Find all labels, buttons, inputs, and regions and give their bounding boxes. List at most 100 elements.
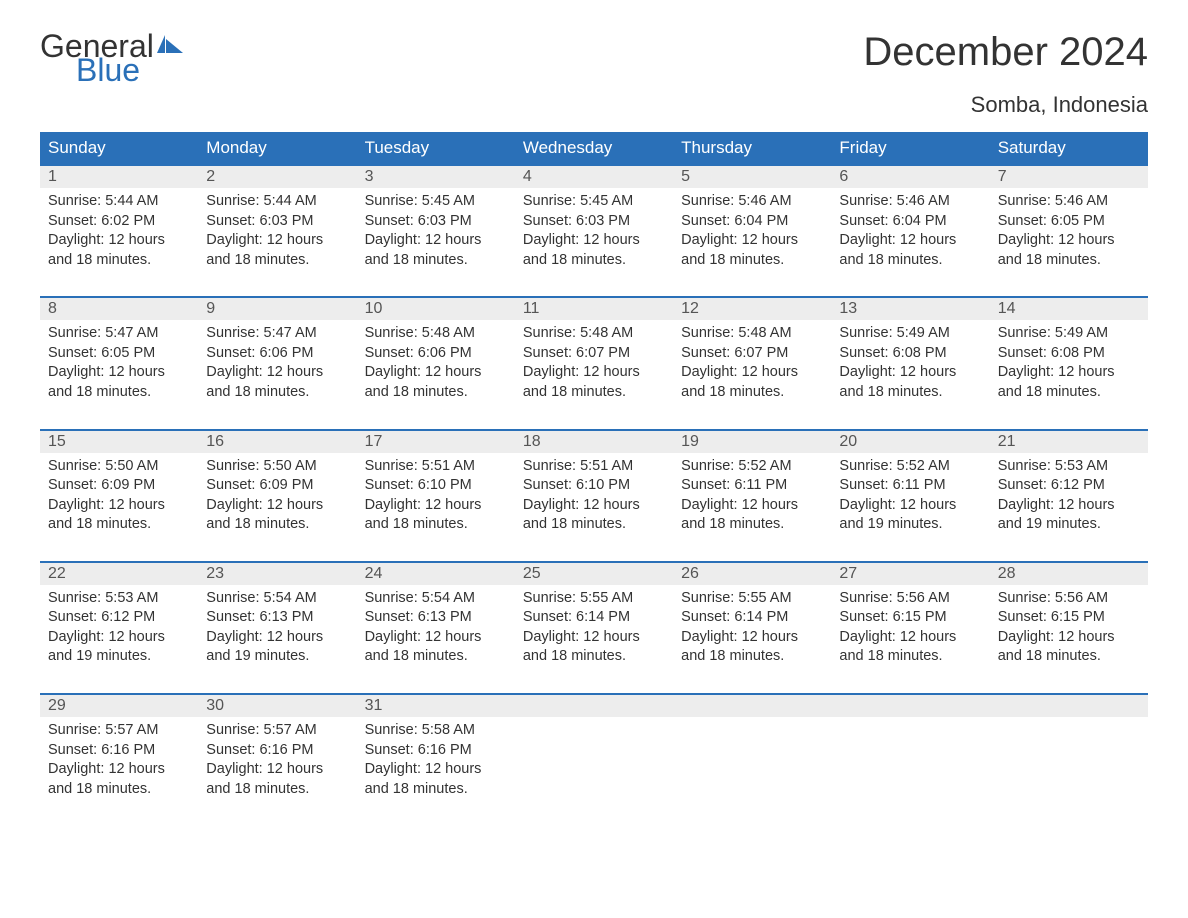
day-content-cell: Sunrise: 5:53 AMSunset: 6:12 PMDaylight:… [990,453,1148,562]
sunset-line: Sunset: 6:06 PM [365,344,507,364]
daylight-line: Daylight: 12 hours and 18 minutes. [365,760,507,799]
day-number-row: 15161718192021 [40,430,1148,453]
daylight-line: Daylight: 12 hours and 18 minutes. [48,363,190,402]
day-number-cell: 30 [198,694,356,717]
day-number-cell: 14 [990,297,1148,320]
sunset-line: Sunset: 6:06 PM [206,344,348,364]
sunrise-line: Sunrise: 5:58 AM [365,721,507,741]
daylight-line: Daylight: 12 hours and 18 minutes. [681,363,823,402]
daylight-line: Daylight: 12 hours and 18 minutes. [523,496,665,535]
day-number-row: 891011121314 [40,297,1148,320]
daylight-line: Daylight: 12 hours and 19 minutes. [206,628,348,667]
daylight-line: Daylight: 12 hours and 18 minutes. [839,231,981,270]
sunrise-line: Sunrise: 5:52 AM [681,457,823,477]
sunrise-line: Sunrise: 5:57 AM [48,721,190,741]
day-content-row: Sunrise: 5:50 AMSunset: 6:09 PMDaylight:… [40,453,1148,562]
sunset-line: Sunset: 6:14 PM [681,608,823,628]
day-content-cell [673,717,831,807]
sunset-line: Sunset: 6:16 PM [365,741,507,761]
day-number-cell: 29 [40,694,198,717]
sunset-line: Sunset: 6:15 PM [839,608,981,628]
day-content-cell: Sunrise: 5:45 AMSunset: 6:03 PMDaylight:… [515,188,673,297]
daylight-line: Daylight: 12 hours and 18 minutes. [998,231,1140,270]
logo: General Blue [40,30,185,86]
sunrise-line: Sunrise: 5:45 AM [365,192,507,212]
daylight-line: Daylight: 12 hours and 18 minutes. [523,363,665,402]
sunrise-line: Sunrise: 5:49 AM [839,324,981,344]
daylight-line: Daylight: 12 hours and 18 minutes. [206,760,348,799]
day-number-cell: 28 [990,562,1148,585]
sunrise-line: Sunrise: 5:45 AM [523,192,665,212]
day-content-cell: Sunrise: 5:56 AMSunset: 6:15 PMDaylight:… [990,585,1148,694]
daylight-line: Daylight: 12 hours and 19 minutes. [998,496,1140,535]
daylight-line: Daylight: 12 hours and 18 minutes. [839,628,981,667]
day-content-cell: Sunrise: 5:58 AMSunset: 6:16 PMDaylight:… [357,717,515,807]
sunrise-line: Sunrise: 5:50 AM [48,457,190,477]
day-number-cell: 18 [515,430,673,453]
day-number-cell [673,694,831,717]
sunrise-line: Sunrise: 5:55 AM [681,589,823,609]
sunrise-line: Sunrise: 5:54 AM [206,589,348,609]
day-content-cell [990,717,1148,807]
day-number-cell: 6 [831,165,989,188]
day-number-cell: 12 [673,297,831,320]
day-content-row: Sunrise: 5:53 AMSunset: 6:12 PM Daylight:… [40,585,1148,694]
sunrise-line: Sunrise: 5:47 AM [206,324,348,344]
sunrise-line: Sunrise: 5:48 AM [523,324,665,344]
sunset-line: Sunset: 6:14 PM [523,608,665,628]
sunrise-line: Sunrise: 5:49 AM [998,324,1140,344]
daylight-line: Daylight: 12 hours and 18 minutes. [48,760,190,799]
day-header: Tuesday [357,132,515,165]
day-number-cell: 15 [40,430,198,453]
day-content-cell: Sunrise: 5:54 AMSunset: 6:13 PMDaylight:… [357,585,515,694]
day-number-cell: 21 [990,430,1148,453]
sunset-line: Sunset: 6:13 PM [206,608,348,628]
day-number-cell: 27 [831,562,989,585]
day-content-cell: Sunrise: 5:55 AMSunset: 6:14 PMDaylight:… [673,585,831,694]
day-number-cell: 9 [198,297,356,320]
day-content-cell: Sunrise: 5:44 AMSunset: 6:02 PMDaylight:… [40,188,198,297]
day-header: Thursday [673,132,831,165]
sunset-line: Sunset: 6:08 PM [998,344,1140,364]
sunrise-line: Sunrise: 5:51 AM [523,457,665,477]
day-content-cell: Sunrise: 5:52 AMSunset: 6:11 PMDaylight:… [831,453,989,562]
day-number-cell [990,694,1148,717]
sunset-line: Sunset: 6:04 PM [839,212,981,232]
day-number-cell: 17 [357,430,515,453]
sunrise-line: Sunrise: 5:53 AM [48,589,190,609]
daylight-line: Daylight: 12 hours and 18 minutes. [206,231,348,270]
sunset-line: Sunset: 6:16 PM [206,741,348,761]
sunrise-line: Sunrise: 5:46 AM [681,192,823,212]
sunrise-line: Sunrise: 5:48 AM [681,324,823,344]
day-header-row: Sunday Monday Tuesday Wednesday Thursday… [40,132,1148,165]
day-number-cell: 26 [673,562,831,585]
day-content-cell: Sunrise: 5:45 AMSunset: 6:03 PMDaylight:… [357,188,515,297]
sunrise-line: Sunrise: 5:56 AM [839,589,981,609]
daylight-line: Daylight: 12 hours and 18 minutes. [365,363,507,402]
daylight-line: Daylight: 12 hours and 18 minutes. [681,231,823,270]
day-content-cell: Sunrise: 5:44 AMSunset: 6:03 PMDaylight:… [198,188,356,297]
day-header: Monday [198,132,356,165]
day-number-cell: 11 [515,297,673,320]
sunset-line: Sunset: 6:05 PM [48,344,190,364]
sunrise-line: Sunrise: 5:57 AM [206,721,348,741]
day-content-cell: Sunrise: 5:55 AMSunset: 6:14 PMDaylight:… [515,585,673,694]
daylight-line: Daylight: 12 hours and 18 minutes. [998,628,1140,667]
sunset-line: Sunset: 6:05 PM [998,212,1140,232]
sunset-line: Sunset: 6:13 PM [365,608,507,628]
logo-flag-icon [157,30,185,62]
sunset-line: Sunset: 6:16 PM [48,741,190,761]
day-content-cell: Sunrise: 5:48 AMSunset: 6:06 PMDaylight:… [357,320,515,429]
day-number-cell: 7 [990,165,1148,188]
sunrise-line: Sunrise: 5:46 AM [998,192,1140,212]
day-number-cell: 20 [831,430,989,453]
day-number-cell: 24 [357,562,515,585]
sunset-line: Sunset: 6:10 PM [523,476,665,496]
sunrise-line: Sunrise: 5:53 AM [998,457,1140,477]
daylight-line: Daylight: 12 hours and 18 minutes. [523,231,665,270]
daylight-line: Daylight: 12 hours and 18 minutes. [48,231,190,270]
sunset-line: Sunset: 6:12 PM [48,608,190,628]
day-content-cell: Sunrise: 5:52 AMSunset: 6:11 PMDaylight:… [673,453,831,562]
day-content-cell: Sunrise: 5:50 AMSunset: 6:09 PMDaylight:… [40,453,198,562]
day-header: Friday [831,132,989,165]
